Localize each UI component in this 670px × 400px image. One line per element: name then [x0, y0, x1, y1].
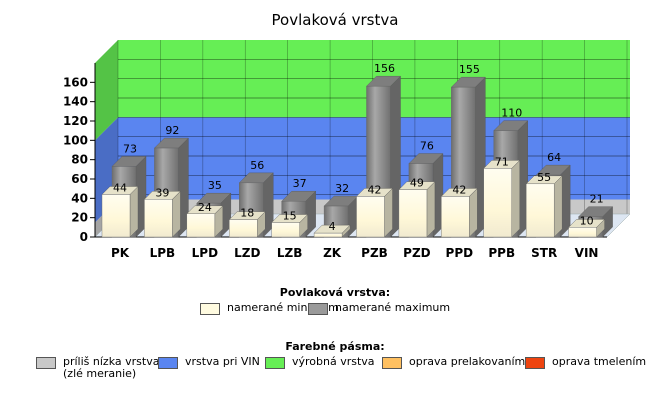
- data-label-min: 10: [580, 214, 594, 227]
- x-tick-label: LPB: [150, 246, 176, 260]
- plot-area: 0 20 40 60 80 100 120 140 160 73 44 PK 92 39 LPB 35 24 LP…: [63, 40, 631, 260]
- legend-item-minimum-swatch: [200, 303, 220, 315]
- bar-min: [271, 214, 309, 238]
- y-tick-label: 20: [71, 211, 88, 225]
- data-label-max: 155: [459, 63, 480, 76]
- x-tick-label: LZB: [277, 246, 303, 260]
- band-side-2: [95, 40, 118, 141]
- data-label-max: 76: [420, 140, 434, 153]
- data-label-max: 37: [293, 177, 307, 190]
- x-tick-label: PK: [111, 246, 130, 260]
- x-tick-label: STR: [531, 246, 557, 260]
- data-label-max: 110: [501, 107, 522, 120]
- legend-item-band-swatch: [158, 357, 178, 369]
- y-tick-label: 140: [63, 95, 88, 109]
- bar-min-front: [441, 196, 470, 238]
- bar-min: [356, 187, 393, 238]
- legend-item-band-label: príliš nízka vrstva (zlé meranie): [63, 355, 160, 380]
- x-tick-label: LPD: [192, 246, 218, 260]
- bar-min: [101, 185, 139, 238]
- bar-min-front: [229, 219, 258, 238]
- legend-item-band-swatch: [382, 357, 402, 369]
- data-label-min: 24: [198, 201, 212, 214]
- bands-legend-title: Farebné pásma:: [285, 340, 385, 353]
- x-tick-label: PPD: [446, 246, 474, 260]
- x-tick-label: PPB: [488, 246, 515, 260]
- y-tick-label: 80: [71, 153, 88, 167]
- bar-min-side: [469, 187, 478, 238]
- bar-min-front: [568, 227, 597, 238]
- y-tick-label: 160: [63, 75, 88, 89]
- data-label-max: 92: [165, 124, 179, 137]
- bar-min-front: [186, 213, 216, 238]
- y-tick-label: 0: [80, 230, 88, 244]
- bar-min-side: [553, 175, 563, 238]
- data-label-max: 35: [208, 179, 222, 192]
- legend-item-band-label: výrobná vrstva: [292, 355, 375, 368]
- bar-min-front: [101, 194, 131, 238]
- x-tick-label: PZD: [403, 246, 430, 260]
- bar-min-side: [384, 187, 393, 238]
- bar-min-front: [144, 199, 173, 238]
- legend-item-band-swatch: [265, 357, 285, 369]
- data-label-min: 44: [113, 181, 127, 194]
- bar-min-side: [426, 181, 436, 238]
- y-tick-label: 40: [71, 191, 88, 205]
- data-label-min: 71: [495, 155, 509, 168]
- bar-min: [568, 218, 606, 238]
- data-label-min: 18: [240, 207, 254, 220]
- bar-min-side: [129, 185, 139, 238]
- legend-item-band-swatch: [525, 357, 545, 369]
- bar-min-front: [356, 196, 385, 238]
- bar-min: [398, 181, 436, 238]
- x-tick-label: VIN: [575, 246, 599, 260]
- y-tick-label: 100: [63, 133, 88, 147]
- data-label-max: 156: [374, 62, 395, 75]
- data-label-max: 73: [123, 142, 137, 155]
- legend-item-maximum-label: namerané maximum: [335, 301, 451, 314]
- y-tick-label: 120: [63, 114, 88, 128]
- x-tick-label: ZK: [323, 246, 342, 260]
- data-label-max: 56: [250, 159, 264, 172]
- bar-min: [186, 205, 224, 238]
- legend-item-band-swatch: [36, 357, 56, 369]
- bar-min-front: [271, 222, 300, 238]
- legend-item-band-label: vrstva pri VIN: [185, 355, 260, 368]
- data-label-min: 39: [155, 186, 169, 199]
- bar-min-front: [525, 183, 555, 238]
- legend-item-band-label: oprava tmelením: [552, 355, 647, 368]
- data-label-max: 32: [335, 182, 349, 195]
- data-label-min: 42: [452, 183, 466, 196]
- data-label-min: 49: [410, 177, 424, 190]
- data-label-max: 21: [590, 193, 604, 206]
- legend-item-maximum-swatch: [308, 303, 328, 315]
- y-tick-label: 60: [71, 172, 88, 186]
- bar-min-side: [511, 159, 520, 238]
- data-label-min: 15: [283, 210, 297, 223]
- bar-min: [483, 159, 521, 238]
- bar-min: [440, 187, 478, 238]
- x-tick-label: LZD: [234, 246, 260, 260]
- chart-title: Povlaková vrstva: [272, 11, 399, 29]
- bar-min: [228, 211, 266, 238]
- legend-item-band-label: oprava prelakovaním: [409, 355, 526, 368]
- x-tick-label: PZB: [361, 246, 388, 260]
- bar-min: [143, 190, 181, 238]
- series-legend-title: Povlaková vrstva:: [279, 286, 391, 299]
- data-label-min: 4: [329, 220, 336, 233]
- data-label-min: 55: [537, 171, 551, 184]
- data-label-min: 42: [368, 183, 382, 196]
- bar-min-front: [398, 189, 428, 238]
- bar-min: [313, 224, 351, 238]
- bar-min: [525, 175, 563, 238]
- bar-min-front: [313, 232, 343, 238]
- data-label-max: 64: [547, 151, 561, 164]
- bar-min-front: [483, 168, 512, 238]
